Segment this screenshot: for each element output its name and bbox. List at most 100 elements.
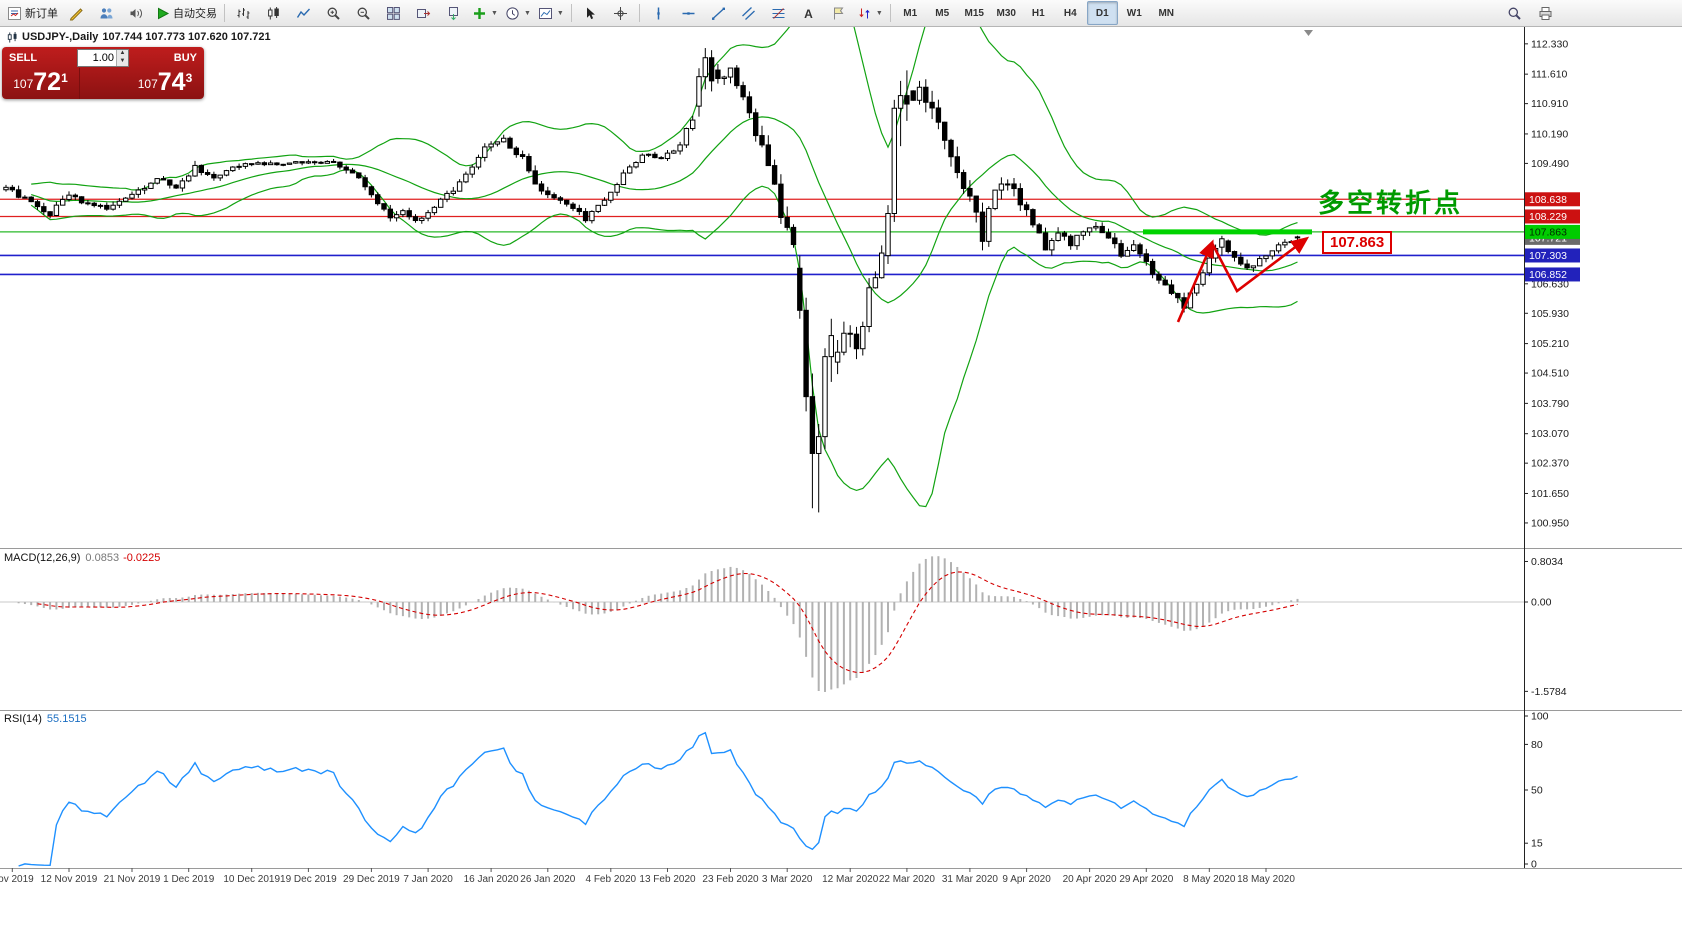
text-button[interactable]: A	[794, 1, 823, 25]
rsi-tick-label: 15	[1531, 838, 1543, 850]
chart-candles-button[interactable]	[259, 1, 288, 25]
text-label-button[interactable]	[824, 1, 853, 25]
turning-point-annotation[interactable]: 多空转折点	[1318, 188, 1464, 218]
sell-button[interactable]: 107 72 1	[2, 68, 80, 99]
vertical-line-button[interactable]	[644, 1, 673, 25]
date-label: 7 Jan 2020	[403, 874, 453, 885]
chart-bars-button[interactable]	[229, 1, 258, 25]
axis-label-107863	[1525, 224, 1580, 239]
print-button[interactable]	[1531, 1, 1560, 25]
flag-icon	[833, 7, 844, 19]
timeframe-toolbar: M1 M5 M15 M30 H1 H4 D1 W1 MN	[895, 1, 1182, 25]
alerts-button[interactable]	[122, 1, 151, 25]
timeframe-h4-button[interactable]: H4	[1063, 7, 1077, 19]
indicator-plus-icon	[474, 7, 485, 19]
indicators-button[interactable]: ▼	[469, 1, 501, 25]
macd-tick-label: 0.00	[1531, 597, 1552, 609]
volume-increase-button[interactable]: ▲	[117, 49, 128, 58]
candlestick-layer	[3, 48, 1301, 513]
trend-arrow-up-1[interactable]	[1176, 239, 1214, 323]
magnifier-icon	[1508, 7, 1521, 20]
svg-text:107.303: 107.303	[1529, 250, 1567, 262]
chart-shift-button[interactable]	[439, 1, 468, 25]
vertical-line-icon	[657, 7, 660, 19]
tile-windows-icon	[387, 6, 400, 20]
rsi-axis[interactable]: 100 80 50 15 0	[1524, 711, 1549, 871]
candlestick-icon	[268, 6, 279, 19]
timeframe-w1-button[interactable]: W1	[1126, 7, 1142, 19]
timeframe-m15-button[interactable]: M15	[964, 7, 984, 19]
trendline-icon	[711, 7, 725, 20]
date-label: 10 Dec 2019	[223, 874, 280, 885]
date-label: 12 Mar 2020	[822, 874, 879, 885]
metaeditor-button[interactable]	[62, 1, 91, 25]
macd-axis[interactable]: 0.8034 0.00 -1.5784	[1524, 556, 1567, 698]
zoom-out-button[interactable]	[349, 1, 378, 25]
new-order-icon	[8, 6, 21, 20]
sound-icon	[130, 8, 142, 18]
trendline-button[interactable]	[704, 1, 733, 25]
auto-scroll-button[interactable]	[409, 1, 438, 25]
horizontal-line-button[interactable]	[674, 1, 703, 25]
chart-shift-icon	[449, 6, 458, 20]
chevron-down-icon: ▼	[523, 9, 531, 17]
sell-label[interactable]: SELL	[9, 51, 38, 64]
price-tag-annotation[interactable]: 107.863	[1322, 231, 1393, 254]
price-tick-label: 103.070	[1531, 428, 1569, 440]
timeframe-mn-button[interactable]: MN	[1158, 7, 1175, 19]
templates-button[interactable]: ▼	[535, 1, 567, 25]
price-tick-label: 111.610	[1531, 69, 1568, 81]
volume-input[interactable]	[78, 49, 116, 66]
date-label: 18 May 2020	[1237, 874, 1295, 885]
rsi-tick-label: 100	[1531, 711, 1549, 723]
tile-windows-button[interactable]	[379, 1, 408, 25]
chart-line-button[interactable]	[289, 1, 318, 25]
timeframe-d1-button[interactable]: D1	[1086, 1, 1118, 25]
search-button[interactable]	[1500, 1, 1529, 25]
crosshair-icon	[613, 6, 627, 20]
crosshair-button[interactable]	[606, 1, 635, 25]
zoom-in-button[interactable]	[319, 1, 348, 25]
auto-scroll-icon	[417, 8, 431, 18]
periods-button[interactable]: ▼	[502, 1, 534, 25]
play-icon	[158, 7, 170, 19]
bollinger-lower-line	[30, 168, 1298, 508]
price-tick-label: 102.370	[1531, 458, 1569, 470]
date-label: 19 Dec 2019	[280, 874, 337, 885]
new-order-button[interactable]: 新订单	[4, 1, 61, 25]
rsi-name: RSI(14)	[4, 713, 42, 725]
price-tick-label: 112.330	[1531, 38, 1568, 50]
chart-shift-marker[interactable]	[1304, 30, 1313, 36]
price-tick-label: 100.950	[1531, 517, 1569, 529]
trade-panel-center	[80, 68, 126, 99]
cursor-icon	[586, 7, 595, 19]
buy-label[interactable]: BUY	[173, 51, 197, 64]
date-label: 3 Mar 2020	[762, 874, 813, 885]
price-tick-label: 110.190	[1531, 128, 1568, 140]
axis-label-107303	[1525, 248, 1580, 263]
autotrading-button[interactable]: 自动交易	[152, 1, 220, 25]
fibonacci-button[interactable]	[764, 1, 793, 25]
community-button[interactable]	[92, 1, 121, 25]
timeframe-m30-button[interactable]: M30	[996, 7, 1016, 19]
buy-button[interactable]: 107 74 3	[137, 68, 193, 96]
timeframe-h1-button[interactable]: H1	[1031, 7, 1045, 19]
channel-button[interactable]	[734, 1, 763, 25]
volume-decrease-button[interactable]: ▼	[117, 57, 128, 66]
trend-arrow-up-2[interactable]	[1210, 236, 1310, 293]
price-tick-label: 105.930	[1531, 308, 1569, 320]
timeframe-m1-button[interactable]: M1	[903, 7, 918, 19]
toolbar-separator	[224, 4, 225, 22]
date-label: 9 Apr 2020	[1002, 874, 1051, 885]
autotrading-label: 自动交易	[173, 8, 217, 20]
timeframe-m5-button[interactable]: M5	[935, 7, 950, 19]
price-tick-label: 110.910	[1531, 98, 1568, 110]
macd-main-value: 0.0853	[85, 552, 120, 564]
arrows-tool-button[interactable]: ▼	[854, 1, 886, 25]
price-axis[interactable]: 112.330111.610110.910110.190109.490106.6…	[1524, 38, 1580, 529]
cursor-button[interactable]	[576, 1, 605, 25]
rsi-tick-label: 50	[1531, 785, 1543, 797]
chevron-down-icon: ▼	[556, 9, 564, 17]
